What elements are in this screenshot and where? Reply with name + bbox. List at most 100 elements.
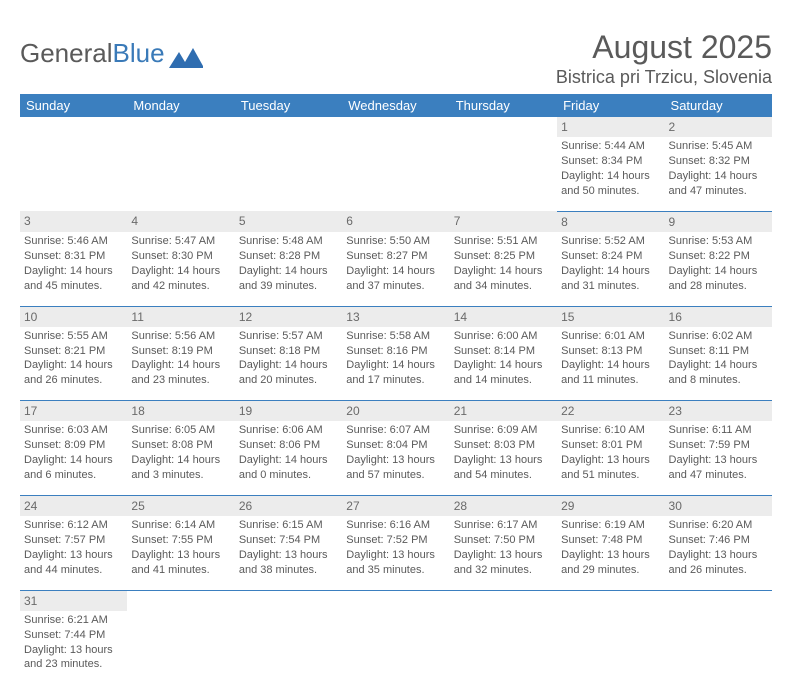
sunrise-text: Sunrise: 6:01 AM [561,329,660,344]
day-number-cell [342,590,449,611]
sunset-text: Sunset: 8:25 PM [454,249,553,264]
day-number-cell [665,590,772,611]
day-number-cell: 1 [557,117,664,137]
day-detail-cell [127,137,234,211]
sunset-text: Sunset: 8:04 PM [346,438,445,453]
day-number-cell [127,117,234,137]
sunset-text: Sunset: 8:34 PM [561,154,660,169]
sunrise-text: Sunrise: 6:09 AM [454,423,553,438]
day-number-cell: 26 [235,495,342,516]
sunrise-text: Sunrise: 6:15 AM [239,518,338,533]
day-number-cell: 17 [20,401,127,422]
daylight-text: Daylight: 14 hours and 23 minutes. [131,358,230,388]
day-number-cell: 24 [20,495,127,516]
sunset-text: Sunset: 7:52 PM [346,533,445,548]
day-detail-cell: Sunrise: 6:06 AMSunset: 8:06 PMDaylight:… [235,421,342,495]
sunrise-text: Sunrise: 5:52 AM [561,234,660,249]
day-number-cell: 4 [127,211,234,232]
sunset-text: Sunset: 8:18 PM [239,344,338,359]
day-number-cell: 18 [127,401,234,422]
day-detail-cell: Sunrise: 6:15 AMSunset: 7:54 PMDaylight:… [235,516,342,590]
sunrise-text: Sunrise: 6:03 AM [24,423,123,438]
sunrise-text: Sunrise: 6:10 AM [561,423,660,438]
day-number-cell: 12 [235,306,342,327]
day-detail-cell: Sunrise: 5:50 AMSunset: 8:27 PMDaylight:… [342,232,449,306]
day-detail-row: Sunrise: 6:12 AMSunset: 7:57 PMDaylight:… [20,516,772,590]
sunrise-text: Sunrise: 6:06 AM [239,423,338,438]
day-detail-cell: Sunrise: 5:58 AMSunset: 8:16 PMDaylight:… [342,327,449,401]
day-number-cell: 2 [665,117,772,137]
daylight-text: Daylight: 14 hours and 39 minutes. [239,264,338,294]
daylight-text: Daylight: 14 hours and 20 minutes. [239,358,338,388]
day-detail-cell: Sunrise: 6:19 AMSunset: 7:48 PMDaylight:… [557,516,664,590]
day-detail-cell: Sunrise: 6:01 AMSunset: 8:13 PMDaylight:… [557,327,664,401]
daylight-text: Daylight: 13 hours and 44 minutes. [24,548,123,578]
sunset-text: Sunset: 8:06 PM [239,438,338,453]
day-number-cell: 15 [557,306,664,327]
sunrise-text: Sunrise: 6:00 AM [454,329,553,344]
sunrise-text: Sunrise: 5:55 AM [24,329,123,344]
sunrise-text: Sunrise: 6:19 AM [561,518,660,533]
day-detail-cell [450,611,557,685]
logo-text-blue: Blue [113,38,165,69]
sunrise-text: Sunrise: 5:44 AM [561,139,660,154]
day-number-cell: 23 [665,401,772,422]
day-number-cell: 22 [557,401,664,422]
sunset-text: Sunset: 8:16 PM [346,344,445,359]
day-detail-row: Sunrise: 5:55 AMSunset: 8:21 PMDaylight:… [20,327,772,401]
daylight-text: Daylight: 13 hours and 54 minutes. [454,453,553,483]
sunrise-text: Sunrise: 6:05 AM [131,423,230,438]
day-detail-cell: Sunrise: 6:11 AMSunset: 7:59 PMDaylight:… [665,421,772,495]
flag-icon [169,44,203,64]
day-detail-cell [450,137,557,211]
weekday-header: Wednesday [342,94,449,117]
day-number-cell: 3 [20,211,127,232]
day-number-cell: 21 [450,401,557,422]
day-number-cell [557,590,664,611]
daylight-text: Daylight: 13 hours and 51 minutes. [561,453,660,483]
day-number-cell: 20 [342,401,449,422]
day-detail-row: Sunrise: 5:44 AMSunset: 8:34 PMDaylight:… [20,137,772,211]
sunset-text: Sunset: 7:44 PM [24,628,123,643]
weekday-header: Sunday [20,94,127,117]
day-detail-cell: Sunrise: 5:47 AMSunset: 8:30 PMDaylight:… [127,232,234,306]
weekday-header: Friday [557,94,664,117]
day-detail-cell: Sunrise: 5:51 AMSunset: 8:25 PMDaylight:… [450,232,557,306]
header-row: GeneralBlue August 2025 Bistrica pri Trz… [20,30,772,88]
day-detail-row: Sunrise: 5:46 AMSunset: 8:31 PMDaylight:… [20,232,772,306]
daylight-text: Daylight: 14 hours and 37 minutes. [346,264,445,294]
day-detail-cell: Sunrise: 6:14 AMSunset: 7:55 PMDaylight:… [127,516,234,590]
day-number-cell: 31 [20,590,127,611]
sunrise-text: Sunrise: 6:20 AM [669,518,768,533]
calendar-page: GeneralBlue August 2025 Bistrica pri Trz… [0,0,792,695]
daylight-text: Daylight: 14 hours and 11 minutes. [561,358,660,388]
day-number-row: 31 [20,590,772,611]
sunset-text: Sunset: 8:11 PM [669,344,768,359]
day-detail-cell: Sunrise: 5:45 AMSunset: 8:32 PMDaylight:… [665,137,772,211]
day-detail-cell: Sunrise: 6:07 AMSunset: 8:04 PMDaylight:… [342,421,449,495]
sunset-text: Sunset: 7:55 PM [131,533,230,548]
day-number-cell: 27 [342,495,449,516]
day-number-row: 24252627282930 [20,495,772,516]
day-detail-cell: Sunrise: 6:10 AMSunset: 8:01 PMDaylight:… [557,421,664,495]
day-detail-row: Sunrise: 6:03 AMSunset: 8:09 PMDaylight:… [20,421,772,495]
daylight-text: Daylight: 13 hours and 29 minutes. [561,548,660,578]
day-number-cell: 28 [450,495,557,516]
day-number-cell: 14 [450,306,557,327]
day-detail-cell: Sunrise: 5:56 AMSunset: 8:19 PMDaylight:… [127,327,234,401]
sunset-text: Sunset: 8:31 PM [24,249,123,264]
day-detail-cell: Sunrise: 5:46 AMSunset: 8:31 PMDaylight:… [20,232,127,306]
day-detail-cell: Sunrise: 6:12 AMSunset: 7:57 PMDaylight:… [20,516,127,590]
daylight-text: Daylight: 13 hours and 38 minutes. [239,548,338,578]
sunset-text: Sunset: 7:57 PM [24,533,123,548]
daylight-text: Daylight: 13 hours and 41 minutes. [131,548,230,578]
daylight-text: Daylight: 14 hours and 42 minutes. [131,264,230,294]
day-number-row: 3456789 [20,211,772,232]
sunset-text: Sunset: 8:19 PM [131,344,230,359]
day-detail-cell [557,611,664,685]
daylight-text: Daylight: 13 hours and 23 minutes. [24,643,123,673]
daylight-text: Daylight: 14 hours and 14 minutes. [454,358,553,388]
location-label: Bistrica pri Trzicu, Slovenia [556,67,772,88]
day-detail-cell [235,611,342,685]
sunset-text: Sunset: 8:13 PM [561,344,660,359]
